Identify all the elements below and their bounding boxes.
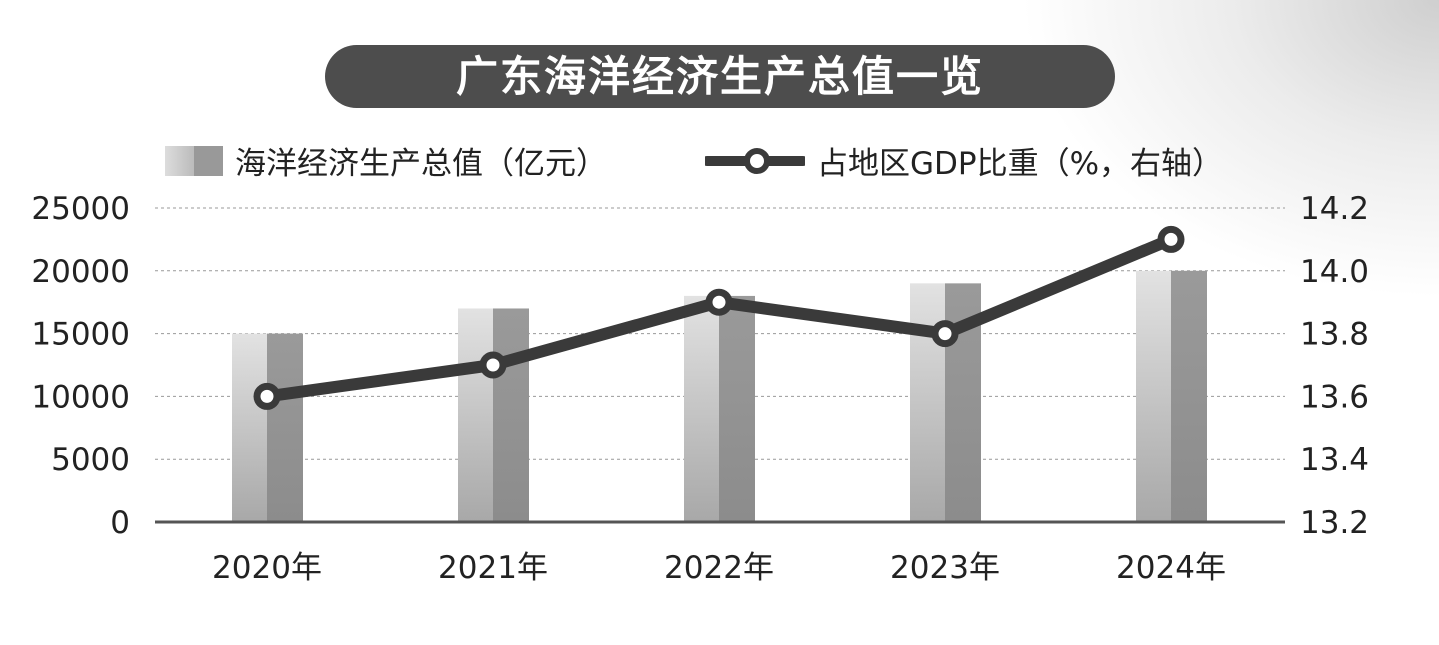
left-tick-label: 5000 <box>51 442 130 478</box>
line-point <box>253 382 281 410</box>
bar <box>493 308 529 522</box>
bar-light-half <box>684 295 719 522</box>
legend-bar-swatch <box>165 145 223 176</box>
line-point <box>1157 225 1185 253</box>
x-tick-label: 2020年 <box>212 550 322 586</box>
left-tick-label: 25000 <box>31 191 130 227</box>
legend-line-swatch <box>705 147 805 174</box>
bar-light-half <box>1136 270 1171 522</box>
bar-light-half <box>458 308 493 522</box>
x-tick-label: 2023年 <box>890 550 1000 586</box>
left-tick-label: 10000 <box>31 379 130 415</box>
left-tick-label: 20000 <box>31 254 130 290</box>
legend-bar: 海洋经济生产总值（亿元） <box>165 138 607 183</box>
line-point <box>705 288 733 316</box>
line-point <box>931 320 959 348</box>
legend-line-label: 占地区GDP比重（%，右轴） <box>817 146 1224 182</box>
bar-light-half <box>910 283 945 522</box>
line-point <box>479 351 507 379</box>
bar <box>719 295 755 522</box>
x-tick-label: 2024年 <box>1116 550 1226 586</box>
right-tick-label: 13.4 <box>1300 442 1369 478</box>
legend-line: 占地区GDP比重（%，右轴） <box>705 138 1223 183</box>
right-tick-label: 14.2 <box>1300 191 1369 227</box>
x-tick-label: 2022年 <box>664 550 774 586</box>
left-tick-label: 15000 <box>31 317 130 353</box>
bar <box>1171 270 1207 522</box>
x-tick-label: 2021年 <box>438 550 548 586</box>
left-tick-label: 0 <box>110 505 130 541</box>
right-tick-label: 13.8 <box>1300 317 1369 353</box>
bar-light-half <box>232 333 267 522</box>
right-tick-label: 14.0 <box>1300 254 1369 290</box>
bar <box>267 333 303 522</box>
chart-title: 广东海洋经济生产总值一览 <box>325 45 1115 108</box>
right-tick-label: 13.2 <box>1300 505 1369 541</box>
right-tick-label: 13.6 <box>1300 379 1369 415</box>
legend-bar-label: 海洋经济生产总值（亿元） <box>235 146 607 182</box>
